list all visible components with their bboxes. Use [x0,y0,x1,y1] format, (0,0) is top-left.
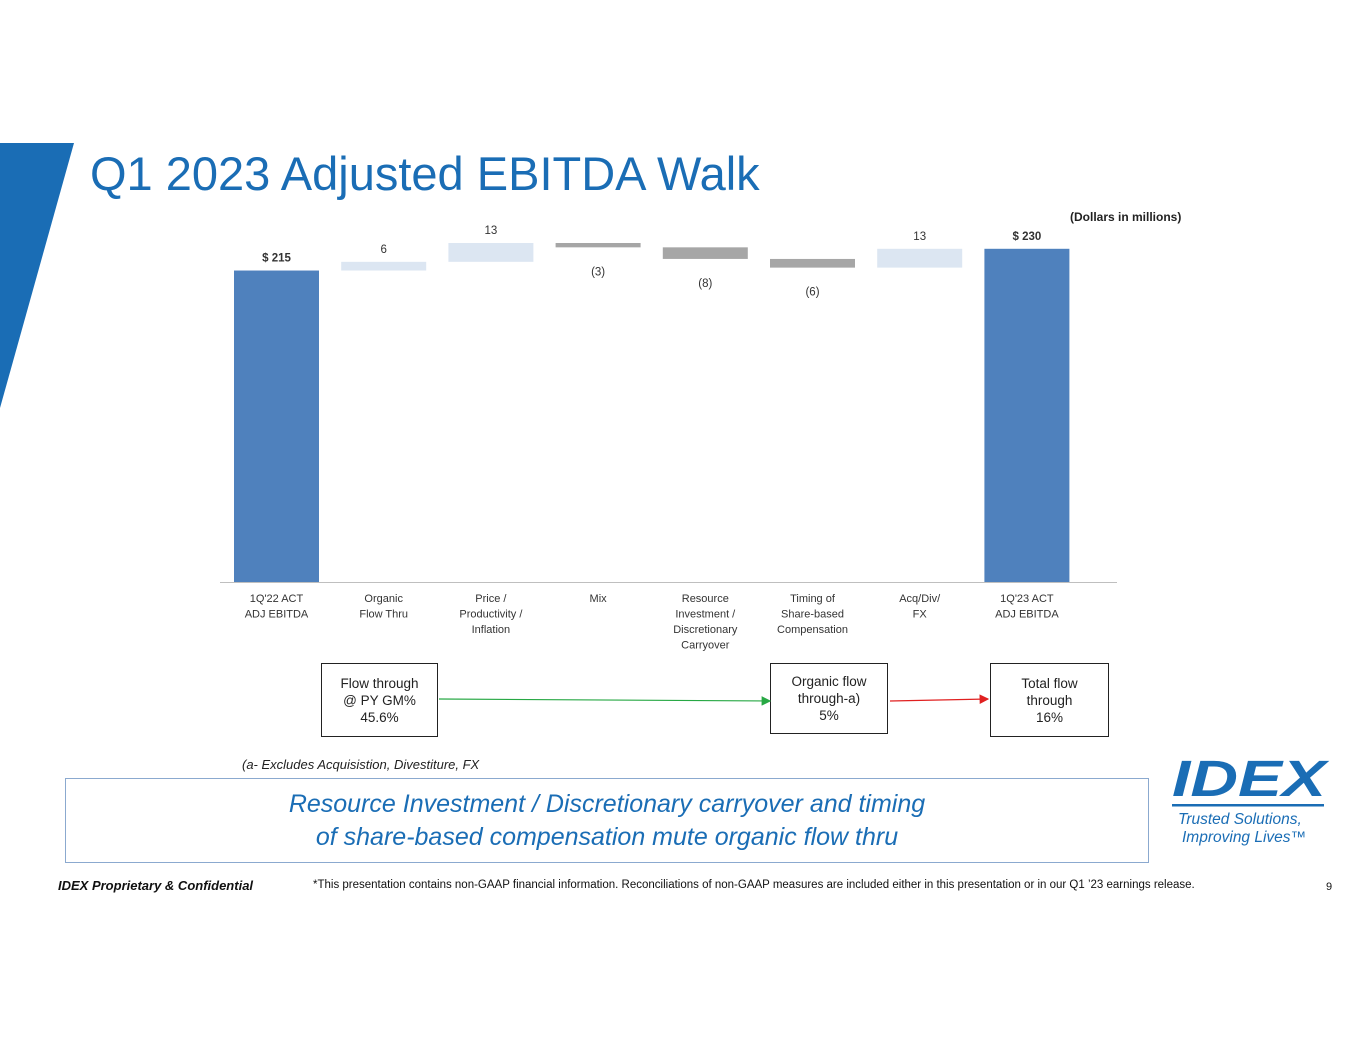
flow-box-organic: Organic flow through-a) 5% [770,663,888,734]
category-label-3-2: Productivity / [459,609,523,621]
category-label-1-1: 1Q'22 ACT [250,593,304,605]
category-label-6-2: Share-based [781,609,844,621]
category-label-7-1: Acq/Div/ [899,593,941,605]
category-label-5-2: Investment / [675,609,736,621]
waterfall-chart: $ 215 1Q'22 ACT ADJ EBITDA 6 Organic Flow Thr… [220,225,1117,652]
category-label-4-1: Mix [590,593,608,605]
category-label-5-3: Discretionary [673,624,738,636]
data-label-7: 13 [913,231,926,243]
flow-box-total: Total flow through 16% [990,663,1109,737]
logo-tagline-1: Trusted Solutions, [1178,811,1302,828]
page-title: Q1 2023 Adjusted EBITDA Walk [90,147,760,200]
category-label-3-3: Inflation [472,624,511,636]
callout-box: Resource Investment / Discretionary carr… [65,778,1149,863]
bar-4 [555,243,641,248]
category-label-8-2: ADJ EBITDA [995,609,1059,621]
flow-box-py-gm-line1: Flow through [340,675,419,691]
data-label-4: (3) [591,266,605,278]
flow-arrows [438,694,990,706]
accent-stripe [0,143,74,408]
bar-2 [341,261,427,271]
bar-5 [662,247,748,259]
category-label-2-2: Flow Thru [359,609,408,621]
bar-7 [877,248,963,268]
flow-box-organic-line1: Organic flow [791,674,867,689]
flow-box-total-line1: Total flow [1021,675,1078,691]
data-label-6: (6) [805,287,819,299]
category-label-5-1: Resource [682,593,729,605]
category-label-1-2: ADJ EBITDA [245,609,309,621]
idex-logo-wordmark: IDEX [1172,752,1330,807]
footnote: (a- Excludes Acquisistion, Divestiture, … [242,757,480,772]
bar-6 [770,258,855,268]
category-label-6-1: Timing of [790,593,836,605]
bar-1 [234,270,319,582]
callout-line-1: Resource Investment / Discretionary carr… [288,789,926,818]
callout-line-2: of share-based compensation mute organic… [315,822,899,851]
flow-box-py-gm: Flow through @ PY GM% 45.6% [321,663,438,737]
category-label-2-1: Organic [364,593,403,605]
units-note: (Dollars in millions) [1070,210,1182,224]
category-label-3-1: Price / [475,593,507,605]
flow-box-total-line3: 16% [1035,709,1064,725]
category-label-6-3: Compensation [777,624,848,636]
page-number: 9 [1326,881,1333,893]
logo-tagline-2: Improving Lives™ [1182,829,1307,846]
flow-box-py-gm-line2: @ PY GM% [343,692,416,708]
data-label-3: 13 [485,225,498,237]
flow-box-total-line2: through [1026,692,1073,708]
confidential-label: IDEX Proprietary & Confidential [58,878,254,893]
data-label-1: $ 215 [262,253,291,265]
bar-3 [448,243,534,262]
bar-8 [984,248,1070,583]
flow-box-py-gm-line3: 45.6% [360,709,399,725]
category-label-7-2: FX [913,609,928,621]
flow-arrow-to-total [889,694,990,704]
flow-box-organic-line3: 5% [819,708,839,723]
idex-logo: IDEX [1172,752,1330,807]
logo-tagline: Trusted Solutions, Improving Lives™ [1178,811,1306,847]
data-label-2: 6 [380,244,386,256]
category-label-5-4: Carryover [681,640,730,652]
flow-arrow-to-organic [438,696,772,706]
data-label-5: (8) [698,278,712,290]
non-gaap-disclaimer: *This presentation contains non-GAAP fin… [313,879,1195,891]
category-label-8-1: 1Q'23 ACT [1000,593,1054,605]
flow-box-organic-line2: through-a) [797,691,861,706]
data-label-8: $ 230 [1013,231,1042,243]
